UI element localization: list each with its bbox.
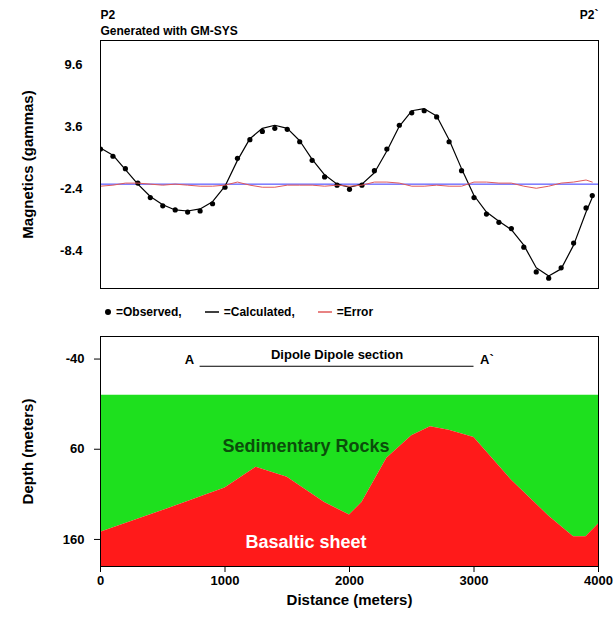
- svg-text:-40: -40: [66, 351, 85, 366]
- svg-text:3.6: 3.6: [64, 119, 82, 134]
- svg-text:P2`: P2`: [580, 8, 599, 22]
- svg-text:Sedimentary Rocks: Sedimentary Rocks: [222, 436, 389, 456]
- svg-text:-2.4: -2.4: [60, 181, 83, 196]
- svg-text:-8.4: -8.4: [60, 243, 83, 258]
- svg-text:60: 60: [70, 441, 84, 456]
- svg-text:1000: 1000: [211, 573, 240, 588]
- svg-text:3000: 3000: [460, 573, 489, 588]
- svg-text:Magnetics (gammas): Magnetics (gammas): [19, 90, 36, 238]
- svg-text:0: 0: [97, 573, 104, 588]
- svg-text:Basaltic sheet: Basaltic sheet: [245, 532, 366, 552]
- svg-text:9.6: 9.6: [64, 57, 82, 72]
- html-text:=Observed,: =Observed,: [116, 305, 182, 319]
- html-text:=Calculated,: =Calculated,: [223, 305, 295, 319]
- svg-text:Dipole Dipole section: Dipole Dipole section: [271, 347, 403, 362]
- svg-text:Generated with GM-SYS: Generated with GM-SYS: [101, 24, 238, 38]
- html-text:=Error: =Error: [336, 305, 374, 319]
- svg-text:160: 160: [63, 532, 85, 547]
- svg-text:4000: 4000: [584, 573, 613, 588]
- svg-text:2000: 2000: [335, 573, 364, 588]
- svg-text:Depth (meters): Depth (meters): [19, 399, 36, 505]
- svg-text:A`: A`: [480, 352, 494, 367]
- svg-text:P2: P2: [101, 8, 116, 22]
- svg-text:Distance (meters): Distance (meters): [287, 591, 413, 608]
- svg-text:A: A: [185, 352, 195, 367]
